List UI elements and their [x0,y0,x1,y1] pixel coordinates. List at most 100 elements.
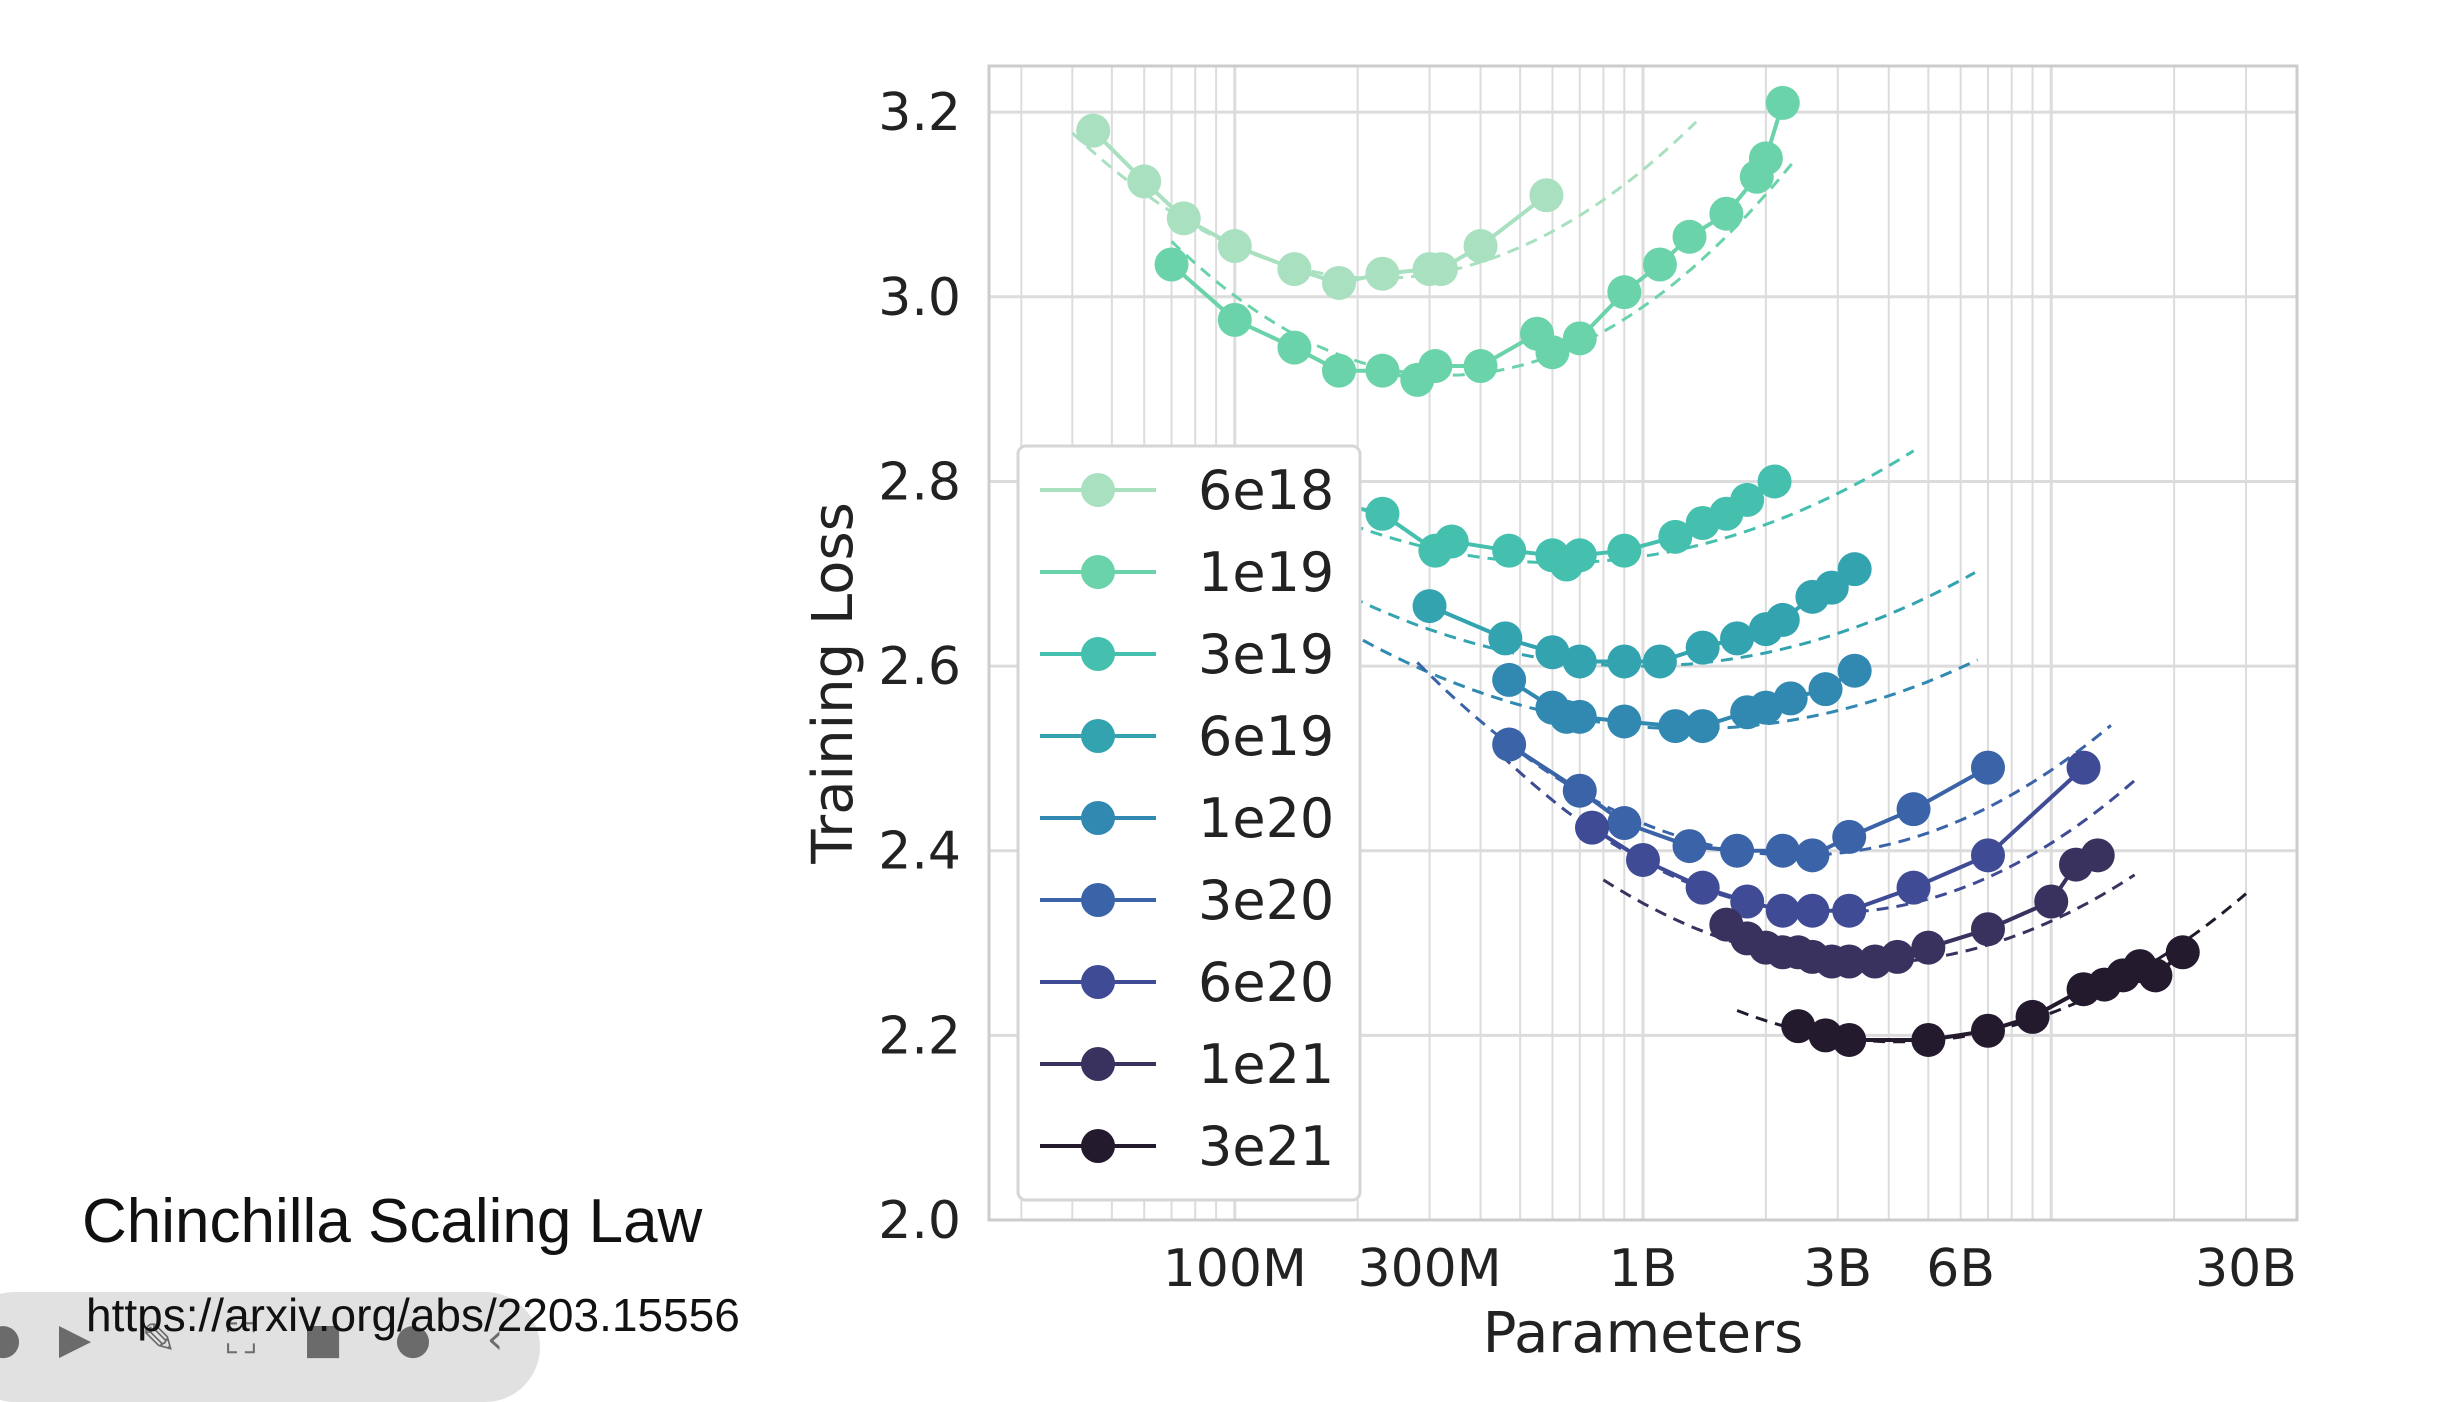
y-tick-label: 2.6 [878,637,961,697]
data-point [1685,630,1720,665]
data-point [1658,709,1693,744]
y-tick-labels: 2.0 2.2 2.4 2.6 2.8 3.0 3.2 [878,83,961,1251]
legend-item-3e19: 3e19 [1040,623,1334,686]
data-point [1423,252,1458,287]
data-point [2015,999,2050,1034]
series-1e20 [1492,653,1872,744]
slide-title: Chinchilla Scaling Law [82,1187,703,1256]
legend-item-1e19: 1e19 [1040,541,1334,604]
settings-icon[interactable]: ● [0,1314,22,1363]
series-3e21 [1781,935,2200,1057]
camera-icon[interactable]: ■ [303,1314,343,1363]
series-6e19 [1412,552,1872,679]
legend-item-3e20: 3e20 [1040,869,1334,932]
data-point [1321,265,1356,300]
pen-icon[interactable]: ✎ [141,1314,177,1363]
grid [989,66,2298,1222]
data-point [1277,330,1312,365]
legend-label: 6e20 [1198,951,1334,1014]
data-point [1832,944,1867,979]
legend-marker [1081,637,1115,671]
legend-label: 1e21 [1198,1033,1334,1096]
legend-item-6e18: 6e18 [1040,459,1334,522]
series-1e19 [1154,85,1800,397]
y-tick-label: 3.0 [878,268,961,328]
legend-label: 3e20 [1198,869,1334,932]
back-icon[interactable]: ‹ [486,1314,504,1363]
data-point [2138,958,2173,993]
series-6e18 [1076,113,1564,300]
series-1e21 [1709,838,2115,979]
data-point [1970,1013,2005,1048]
x-tick-label: 1B [1609,1239,1678,1299]
data-point [1488,621,1523,656]
zoom-icon[interactable]: ⛶ [226,1314,256,1363]
data-point [1911,1022,1946,1057]
data-point [1730,884,1765,919]
legend-box [1016,444,1362,1202]
data-point [1837,653,1872,688]
legend-marker [1081,801,1115,835]
series-6e20 [1574,750,2101,928]
data-point [1217,302,1252,337]
data-point [1672,829,1707,864]
data-point [1492,727,1527,762]
data-point [1529,178,1564,213]
data-point [1463,349,1498,384]
data-point [1321,353,1356,388]
data-point [1970,838,2005,873]
y-tick-label: 2.0 [878,1191,961,1251]
data-point [1562,773,1597,808]
data-point [1365,496,1400,531]
data-point [1418,349,1453,384]
data-point [1626,842,1660,877]
legend-item-1e21: 1e21 [1040,1033,1334,1096]
data-point [1832,819,1867,854]
plot-frame [987,64,2299,1222]
data-point [1795,838,1830,873]
data-point [1492,533,1527,568]
data-point [1709,196,1744,231]
data-point [1781,1009,1816,1044]
x-tick-label: 300M [1357,1239,1501,1299]
play-icon[interactable]: ▶ [58,1314,92,1363]
data-point [1365,353,1400,388]
data-point [1896,870,1931,905]
data-point [1434,524,1469,559]
paper-link[interactable]: https://arxiv.org/abs/2203.15556 [86,1289,740,1341]
legend-label: 1e19 [1198,541,1334,604]
data-point [1365,256,1400,291]
data-point [1970,750,2005,785]
data-point [1607,644,1642,679]
more-icon[interactable]: ● [394,1314,432,1363]
data-point [1562,538,1597,573]
legend-label: 3e21 [1198,1115,1334,1178]
legend: 6e18 1e19 3e19 6e19 1e20 3e20 6e20 1e21 3e21 [1016,444,1362,1202]
legend-marker [1081,965,1115,999]
data-point [1880,939,1915,974]
data-point [1607,704,1642,739]
x-tick-label: 3B [1803,1239,1872,1299]
data-point [1765,85,1800,120]
data-point [1685,870,1720,905]
legend-items: 6e18 1e19 3e19 6e19 1e20 3e20 6e20 1e21 3e21 [1040,459,1334,1178]
data-point [1748,141,1783,176]
x-axis-label: Parameters [1483,1301,1804,1366]
y-tick-label: 2.8 [878,452,961,512]
data-point [1832,893,1867,928]
data-point [1574,810,1609,845]
legend-marker [1081,555,1115,589]
legend-marker [1081,883,1115,917]
y-axis-label: Training Loss [801,502,866,865]
player-controls [0,1292,540,1402]
data-point [2066,750,2101,785]
data-point [1911,930,1946,965]
data-point [1642,247,1677,282]
data-point [1607,806,1642,841]
legend-marker [1081,1129,1115,1163]
data-point [1642,644,1677,679]
y-tick-label: 2.2 [878,1006,961,1066]
x-tick-label: 30B [2195,1239,2297,1299]
data-point [1217,229,1252,264]
